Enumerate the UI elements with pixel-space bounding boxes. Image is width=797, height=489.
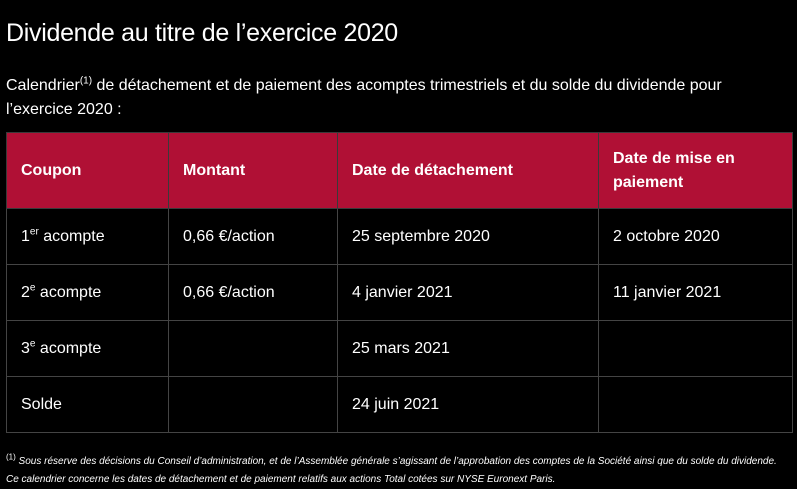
footnote-marker: (1) [6, 452, 16, 462]
coupon-ordinal: er [29, 226, 39, 238]
coupon-label: acompte [35, 283, 102, 301]
table-row: 1er acompte 0,66 €/action 25 septembre 2… [6, 208, 793, 265]
table-header-row: Coupon Montant Date de détachement Date … [6, 132, 793, 209]
coupon-number: 1 [21, 227, 30, 245]
header-coupon: Coupon [6, 132, 169, 209]
page-title: Dividende au titre de l’exercice 2020 [6, 18, 398, 47]
cell-date-paiement [598, 376, 793, 433]
table-row: Solde 24 juin 2021 [6, 376, 793, 433]
cell-date-paiement: 11 janvier 2021 [598, 264, 793, 321]
cell-date-detachement: 25 septembre 2020 [337, 208, 599, 265]
coupon-ordinal: e [29, 282, 36, 294]
cell-coupon: 2e acompte [6, 264, 169, 321]
intro-after: de détachement et de paiement des acompt… [6, 77, 722, 118]
cell-date-detachement: 25 mars 2021 [337, 320, 599, 377]
header-montant: Montant [168, 132, 338, 209]
table-row: 2e acompte 0,66 €/action 4 janvier 2021 … [6, 264, 793, 321]
coupon-ordinal: e [29, 338, 36, 350]
dividend-calendar-table: Coupon Montant Date de détachement Date … [6, 132, 793, 433]
cell-coupon: 3e acompte [6, 320, 169, 377]
intro-text: Calendrier(1) de détachement et de paiem… [6, 74, 786, 122]
cell-date-detachement: 24 juin 2021 [337, 376, 599, 433]
cell-date-detachement: 4 janvier 2021 [337, 264, 599, 321]
table-row: 3e acompte 25 mars 2021 [6, 320, 793, 377]
coupon-label: acompte [35, 339, 102, 357]
cell-montant: 0,66 €/action [168, 208, 338, 265]
coupon-number: 2 [21, 283, 30, 301]
cell-date-paiement: 2 octobre 2020 [598, 208, 793, 265]
cell-coupon: Solde [6, 376, 169, 433]
cell-montant [168, 320, 338, 377]
footnote: (1) Sous réserve des décisions du Consei… [6, 453, 791, 489]
cell-montant [168, 376, 338, 433]
intro-footnote-ref: (1) [79, 75, 93, 87]
intro-before: Calendrier [6, 77, 80, 94]
header-date-paiement: Date de mise en paiement [598, 132, 793, 209]
coupon-label: acompte [38, 227, 105, 245]
header-date-detachement: Date de détachement [337, 132, 599, 209]
cell-coupon: 1er acompte [6, 208, 169, 265]
cell-montant: 0,66 €/action [168, 264, 338, 321]
coupon-number: Solde [21, 395, 62, 413]
coupon-number: 3 [21, 339, 30, 357]
footnote-text: Sous réserve des décisions du Conseil d’… [6, 456, 777, 485]
cell-date-paiement [598, 320, 793, 377]
